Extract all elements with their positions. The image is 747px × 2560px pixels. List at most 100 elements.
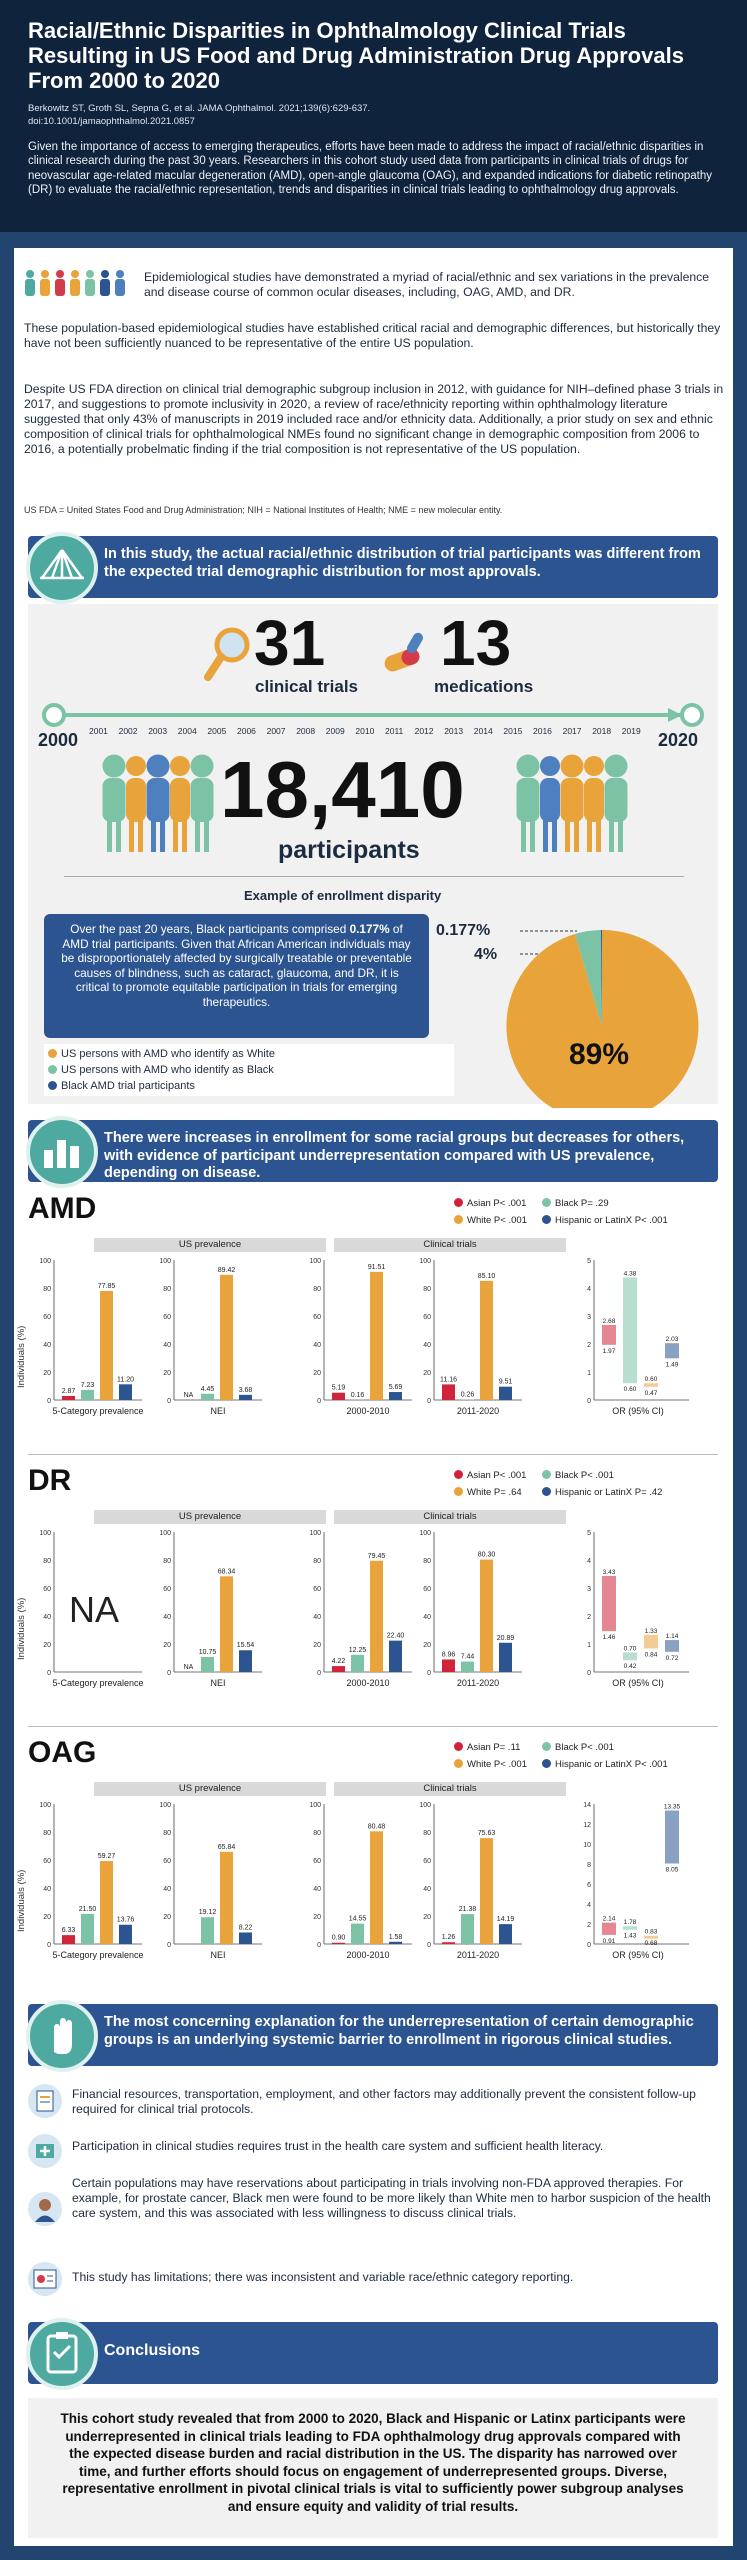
bar	[389, 1640, 402, 1672]
bar	[499, 1386, 512, 1400]
bar-value: 11.16	[440, 1376, 457, 1383]
timeline	[42, 703, 704, 727]
x-axis-label: 2011-2020	[457, 1678, 499, 1688]
y-tick: 20	[423, 1914, 431, 1921]
or-tick: 0	[587, 1670, 591, 1677]
y-tick: 80	[163, 1558, 171, 1565]
bar-value: 65.84	[218, 1844, 236, 1851]
or-value: 0.68	[645, 1940, 658, 1947]
panel-title: OAG	[28, 1736, 97, 1769]
or-value: 0.72	[666, 1655, 679, 1662]
panel-legend-item: Hispanic or LatinX P< .001	[542, 1215, 668, 1226]
bar	[499, 1924, 512, 1944]
y-tick: 60	[163, 1314, 171, 1321]
bar-value: 20.89	[497, 1635, 515, 1642]
citation: Berkowitz ST, Groth SL, Sepna G, et al. …	[28, 102, 723, 128]
group-header: US prevalence	[94, 1510, 326, 1524]
bar	[480, 1559, 493, 1672]
enrollment-heading: Example of enrollment disparity	[244, 888, 442, 903]
bar-value: 80.30	[478, 1552, 496, 1559]
bar	[201, 1393, 214, 1400]
bar	[119, 1384, 132, 1400]
y-tick: 60	[43, 1858, 51, 1865]
x-axis-label: 2011-2020	[457, 1406, 499, 1416]
bar	[201, 1917, 214, 1944]
y-tick: 100	[159, 1258, 171, 1265]
x-axis-label: 2000-2010	[346, 1950, 389, 1960]
limitation: This study has limitations; there was in…	[72, 2270, 574, 2284]
or-value: 0.84	[645, 1651, 658, 1658]
meds-label: medications	[434, 677, 534, 696]
bar-value: 0.16	[351, 1392, 365, 1399]
y-tick: 100	[419, 1530, 431, 1537]
bar-value: 5.69	[389, 1384, 403, 1391]
y-tick: 60	[43, 1586, 51, 1593]
y-tick: 40	[163, 1886, 171, 1893]
or-interval	[665, 1343, 679, 1359]
bar	[389, 1941, 402, 1944]
y-tick: 20	[43, 1914, 51, 1921]
timeline-year: 2017	[562, 726, 582, 736]
timeline-year: 2016	[533, 726, 552, 736]
or-tick: 4	[587, 1286, 591, 1293]
or-tick: 0	[587, 1942, 591, 1949]
timeline-year: 2012	[414, 726, 434, 736]
timeline-year: 2009	[325, 726, 345, 736]
x-axis-label: NEI	[210, 1678, 225, 1688]
bar	[81, 1389, 94, 1400]
bar-value: 13.76	[117, 1917, 135, 1924]
bar	[370, 1271, 383, 1400]
bar	[389, 1392, 402, 1400]
timeline-year: 2010	[355, 726, 375, 736]
bar	[480, 1838, 493, 1944]
y-tick: 40	[43, 1886, 51, 1893]
pie-label-4: 4%	[474, 946, 498, 963]
na-label: NA	[69, 1589, 119, 1630]
y-tick: 60	[423, 1314, 431, 1321]
panel-legend-item: Asian P= .11	[454, 1742, 520, 1753]
y-tick: 0	[317, 1398, 321, 1405]
x-axis-label: OR (95% CI)	[612, 1950, 664, 1960]
conclusions-text: This cohort study revealed that from 200…	[28, 2398, 718, 2538]
timeline-year: 2008	[296, 726, 316, 736]
y-tick: 80	[43, 1286, 51, 1293]
or-tick: 1	[587, 1370, 591, 1377]
or-tick: 4	[587, 1558, 591, 1565]
y-tick: 80	[163, 1286, 171, 1293]
bar-chart-icon	[26, 1116, 98, 1188]
person-icon	[28, 2192, 62, 2226]
or-value: 1.33	[645, 1628, 658, 1635]
panel-legend-item: Black P= .29	[542, 1198, 609, 1209]
y-tick: 20	[313, 1642, 321, 1649]
x-axis-label: 5-Category prevalence	[52, 1678, 143, 1688]
bar-value: 2.87	[62, 1388, 76, 1395]
bar	[239, 1650, 252, 1672]
bar	[351, 1923, 364, 1944]
bar	[220, 1851, 233, 1944]
y-tick: 0	[47, 1398, 51, 1405]
y-tick: 100	[159, 1802, 171, 1809]
background-p1: Epidemiological studies have demonstrate…	[144, 270, 709, 299]
people-icon	[25, 270, 125, 296]
y-tick: 100	[39, 1802, 51, 1809]
bar	[461, 1914, 474, 1944]
y-tick: 40	[163, 1342, 171, 1349]
y-tick: 40	[163, 1614, 171, 1621]
panel-title: DR	[28, 1464, 72, 1497]
finding2-banner: There were increases in enrollment for s…	[26, 1116, 718, 1188]
y-tick: 80	[313, 1286, 321, 1293]
or-value: 1.46	[603, 1634, 616, 1641]
y-tick: 0	[47, 1942, 51, 1949]
bar	[220, 1274, 233, 1400]
bar-value: 77.85	[98, 1283, 116, 1290]
doi[interactable]: doi:10.1001/jamaophthalmol.2021.0857	[28, 116, 195, 127]
y-tick: 20	[423, 1642, 431, 1649]
pie-slice-white	[506, 929, 699, 1108]
or-interval	[623, 1926, 637, 1930]
y-tick: 0	[317, 1670, 321, 1677]
bar	[351, 1654, 364, 1672]
bar-value: 91.51	[368, 1264, 386, 1271]
or-value: 13.35	[664, 1804, 681, 1811]
bar-value: 75.63	[478, 1830, 496, 1837]
timeline-year: 2001	[89, 726, 108, 736]
